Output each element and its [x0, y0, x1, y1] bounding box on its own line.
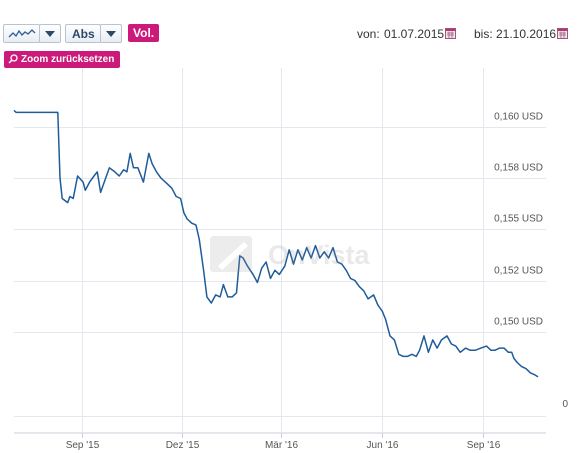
- y-tick-label: 0,160 USD: [494, 112, 543, 123]
- x-tick-label: Mär '16: [265, 440, 298, 451]
- chevron-down-icon: [106, 31, 116, 37]
- y-tick-label: 0,152 USD: [494, 266, 543, 277]
- y-axis-labels: 0,150 USD 0,152 USD 0,155 USD 0,158 USD 0,16…: [494, 112, 568, 411]
- scale-label: Abs: [72, 27, 95, 41]
- scale-button[interactable]: Abs: [65, 24, 101, 43]
- calendar-icon[interactable]: [557, 28, 568, 39]
- price-line: [13, 109, 539, 378]
- chevron-down-icon: [45, 31, 55, 37]
- grid: [14, 68, 546, 438]
- watermark: OnVista: [210, 232, 370, 281]
- zero-label: 0: [562, 399, 568, 410]
- y-tick-label: 0,155 USD: [494, 214, 543, 225]
- calendar-icon[interactable]: [445, 28, 456, 39]
- chart-type-dropdown[interactable]: [39, 24, 61, 43]
- volume-toggle-button[interactable]: Vol.: [128, 24, 160, 42]
- watermark-text: OnVista: [268, 240, 370, 270]
- chart-type-button[interactable]: [3, 24, 40, 43]
- line-chart-icon: [8, 29, 36, 38]
- zoom-reset-button[interactable]: Zoom zurücksetzen: [4, 51, 121, 68]
- x-tick-label: Sep '16: [467, 440, 501, 451]
- from-label: von:: [357, 27, 380, 41]
- x-axis-labels: Sep '15 Dez '15 Mär '16 Jun '16 Sep '16: [66, 440, 501, 451]
- to-label: bis:: [474, 27, 493, 41]
- x-tick-label: Dez '15: [166, 440, 200, 451]
- to-date-input[interactable]: 21.10.2016: [496, 27, 557, 41]
- x-tick-label: Sep '15: [66, 440, 100, 451]
- zoom-reset-label: Zoom zurücksetzen: [21, 54, 115, 65]
- from-date-input[interactable]: 01.07.2015: [384, 27, 445, 41]
- magnifier-icon: [8, 54, 18, 64]
- x-tick-label: Jun '16: [367, 440, 399, 451]
- scale-dropdown[interactable]: [100, 24, 122, 43]
- y-tick-label: 0,150 USD: [494, 317, 543, 328]
- y-tick-label: 0,158 USD: [494, 163, 543, 174]
- price-chart[interactable]: 0,150 USD 0,152 USD 0,155 USD 0,158 USD 0,16…: [0, 68, 578, 453]
- onvista-logo-icon: [210, 236, 252, 272]
